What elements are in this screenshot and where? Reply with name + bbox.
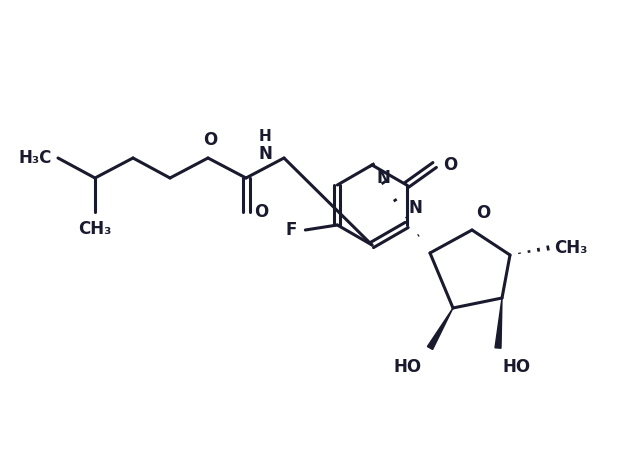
Polygon shape (495, 298, 502, 348)
Text: F: F (286, 221, 298, 239)
Text: HO: HO (502, 358, 530, 376)
Text: CH₃: CH₃ (78, 220, 112, 238)
Text: H₃C: H₃C (19, 149, 52, 167)
Text: HO: HO (394, 358, 422, 376)
Polygon shape (428, 308, 453, 350)
Text: O: O (254, 203, 268, 221)
Text: H: H (259, 129, 271, 144)
Text: N: N (376, 169, 390, 187)
Text: N: N (409, 199, 422, 217)
Text: CH₃: CH₃ (554, 239, 588, 257)
Text: O: O (476, 204, 490, 222)
Text: O: O (443, 156, 457, 174)
Text: N: N (258, 145, 272, 163)
Text: O: O (203, 131, 217, 149)
